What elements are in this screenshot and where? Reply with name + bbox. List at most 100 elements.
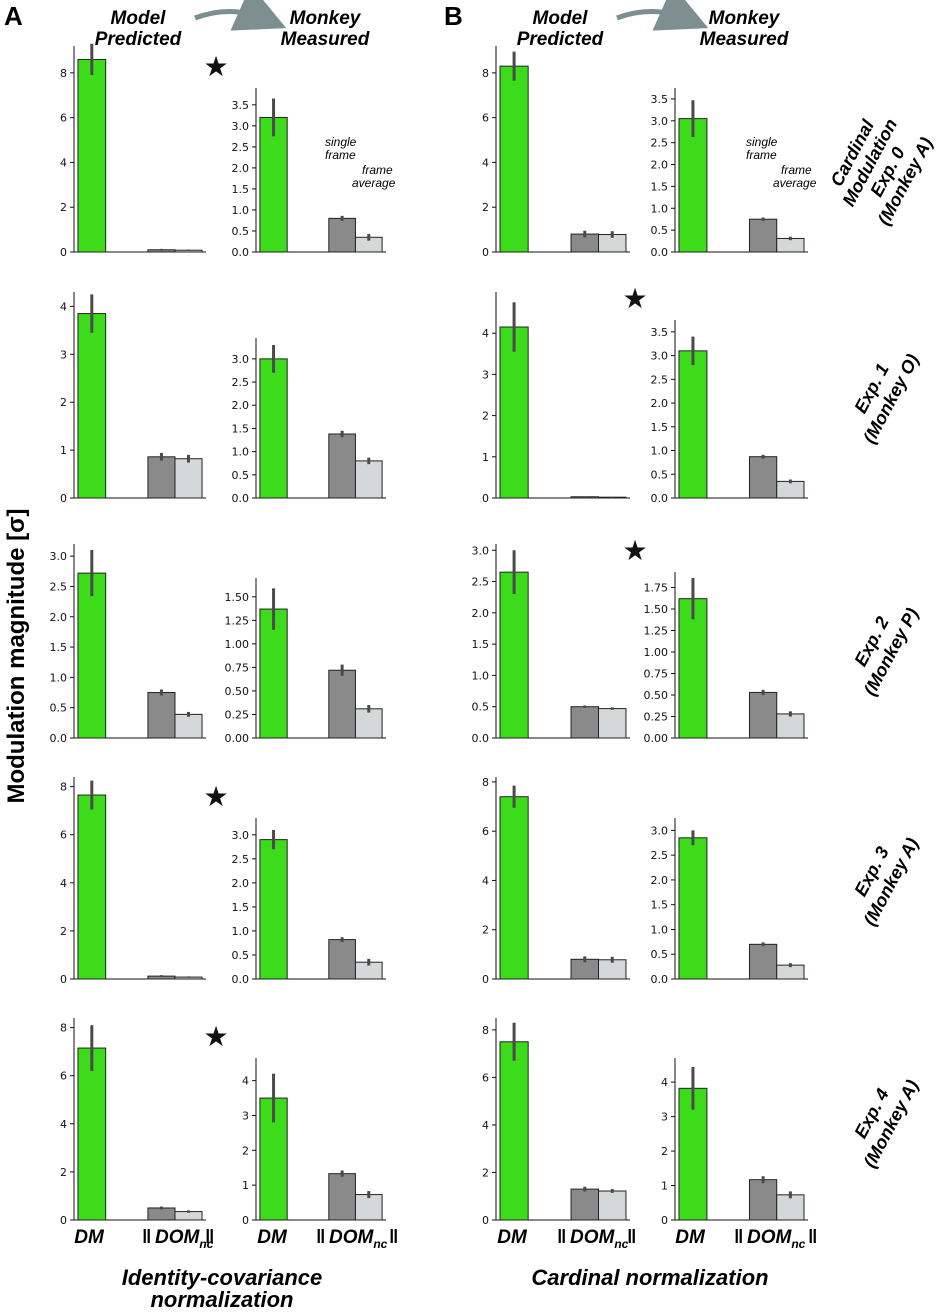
chart-b0-predicted-bar-dm	[499, 65, 529, 253]
chart-a4-measured-ytick-label-4: 4	[242, 1075, 249, 1088]
chart-a0-predicted-bar-dm	[77, 58, 107, 253]
header-a-predicted-line2: Predicted	[95, 29, 182, 50]
chart-b2-measured-ytick-label-5: 1.25	[644, 624, 669, 637]
chart-b1-predicted-ytick-label-4: 4	[482, 327, 489, 340]
chart-b1-measured-bar-dm	[678, 350, 708, 499]
chart-b4-measured: 0 1 2 3 4	[661, 1058, 808, 1227]
legend-a-single-line1: single	[325, 135, 357, 149]
chart-b1-measured-ytick-label-6: 3.0	[651, 350, 669, 363]
xcat-a1-norm-right: ‖	[205, 1227, 214, 1248]
chart-a2-predicted-ytick-label-4: 2.0	[50, 611, 68, 624]
row-label-2: Exp. 2 (Monkey P)	[850, 605, 922, 699]
chart-a4-measured-bar-dom-single	[328, 1173, 356, 1221]
chart-b2-measured-star-icon: ★	[622, 535, 647, 566]
chart-a2-predicted-ytick-label-0: 0.0	[50, 732, 68, 745]
row-label-3: Exp. 3 (Monkey A)	[850, 835, 922, 929]
chart-b2-predicted-ytick-label-2: 1.0	[472, 669, 490, 682]
chart-b1-predicted: 0 1 2 3 4	[482, 292, 630, 505]
chart-b4-measured-ytick-label-2: 2	[661, 1145, 668, 1158]
chart-a2-predicted-bar-dm	[77, 572, 107, 739]
chart-b3-measured-ytick-label-2: 1.0	[651, 923, 669, 936]
xcat-a2-dom-sub: nc	[373, 1237, 387, 1251]
chart-b4-predicted-ytick-label-0: 0	[482, 1214, 489, 1227]
chart-a2-predicted-bar-dom-single	[147, 692, 176, 739]
chart-a1-predicted-bar-dom-single	[147, 456, 176, 499]
chart-b4-predicted: 0 2 4 6 8	[482, 1018, 630, 1227]
chart-b2-measured-ytick-label-4: 1.00	[644, 646, 669, 659]
chart-a0-predicted-ytick-label-1: 2	[60, 201, 67, 214]
chart-b3-predicted-ytick-label-1: 2	[482, 924, 489, 937]
legend-b-single-line1: single	[746, 135, 778, 149]
panel-letter-a: A	[4, 1, 23, 31]
header-b-measured-line2: Measured	[700, 29, 789, 50]
chart-a3-predicted-bar-dm	[77, 794, 107, 980]
chart-b2-predicted-ytick-label-0: 0.0	[472, 732, 490, 745]
legend-a-average-line1: frame	[362, 163, 393, 177]
chart-a4-predicted: 0 2 4 6 8	[60, 1018, 206, 1227]
chart-b0-measured-ytick-label-1: 0.5	[651, 224, 669, 237]
chart-a0-measured-ytick-label-7: 3.5	[232, 99, 250, 112]
chart-a3-measured-star-icon: ★	[203, 781, 228, 812]
header-b-predicted-line2: Predicted	[517, 29, 604, 50]
chart-b1-measured-bar-dom-average	[776, 480, 805, 499]
chart-a2-measured-ytick-label-1: 0.25	[225, 708, 250, 721]
panel-letter-b: B	[444, 1, 463, 31]
chart-a0-predicted-ytick-label-4: 8	[60, 67, 67, 80]
chart-b3-predicted: 0 2 4 6 8	[482, 776, 630, 986]
chart-a1-predicted-ytick-label-1: 1	[60, 444, 67, 457]
chart-a2-predicted-ytick-label-3: 1.5	[50, 641, 68, 654]
chart-a4-measured-star-icon: ★	[203, 1021, 228, 1052]
chart-a1-measured-ytick-label-1: 0.5	[232, 469, 250, 482]
chart-a4-predicted-bar-dm	[77, 1047, 107, 1221]
xcat-b1-dom-sub: nc	[614, 1237, 628, 1251]
charts-group: 024680.00.51.01.52.02.53.03.5★012340.00.…	[50, 43, 808, 1227]
chart-a4-measured-ytick-label-0: 0	[242, 1214, 249, 1227]
chart-b3-measured-ytick-label-1: 0.5	[651, 948, 669, 961]
chart-b2-measured-ytick-label-7: 1.75	[644, 581, 669, 594]
xcat-b2-dom: DOMnc	[747, 1227, 806, 1251]
chart-b1-measured-ytick-label-7: 3.5	[651, 326, 669, 339]
legend-a-single-line2: frame	[325, 148, 356, 162]
chart-b4-predicted-ytick-label-4: 8	[482, 1024, 489, 1037]
xcat-a2-norm-right: ‖	[389, 1227, 398, 1248]
chart-b2-measured-ytick-label-2: 0.50	[644, 689, 669, 702]
chart-a4-predicted-ytick-label-3: 6	[60, 1070, 67, 1083]
chart-b4-measured-ytick-label-0: 0	[661, 1214, 668, 1227]
xcat-b2-norm-right: ‖	[808, 1227, 817, 1248]
chart-b1-measured-ytick-label-1: 0.5	[651, 468, 669, 481]
chart-a1-predicted-ytick-label-0: 0	[60, 492, 67, 505]
chart-a2-measured-ytick-label-4: 1.00	[225, 638, 250, 651]
chart-b0-measured-bar-dm	[678, 118, 708, 253]
chart-b0-measured-ytick-label-4: 2.0	[651, 159, 669, 172]
legend-b-average-line2: average	[773, 176, 817, 190]
chart-a0-measured-star-icon: ★	[203, 51, 228, 82]
chart-a0-measured: 0.0 0.5 1.0 1.5 2.0 2.5 3.0 3.5 ★	[203, 51, 386, 259]
chart-a0-predicted-ytick-label-0: 0	[60, 246, 67, 259]
footer-cardinal: Cardinal normalization	[531, 1265, 768, 1290]
xcat-a1-dom-sub: nc	[199, 1237, 213, 1251]
chart-a3-predicted-ytick-label-1: 2	[60, 925, 67, 938]
chart-a3-measured-ytick-label-4: 2.0	[232, 877, 250, 890]
xcat-a1-dm: DM	[74, 1227, 105, 1248]
chart-a3-predicted-ytick-label-0: 0	[60, 973, 67, 986]
chart-a1-measured-bar-dom-single	[328, 433, 356, 499]
chart-b3-predicted-ytick-label-3: 6	[482, 825, 489, 838]
header-b-predicted-line1: Model	[533, 8, 589, 29]
chart-b3-predicted-bar-dm	[499, 796, 529, 980]
chart-b2-predicted-bar-dom-average	[598, 708, 627, 739]
chart-b1-measured-ytick-label-3: 1.5	[651, 421, 669, 434]
chart-b1-measured: 0.0 0.5 1.0 1.5 2.0 2.5 3.0 3.5 ★	[622, 283, 808, 505]
chart-b2-measured-ytick-label-3: 0.75	[644, 667, 669, 680]
chart-a4-predicted-ytick-label-2: 4	[60, 1118, 67, 1131]
chart-b1-measured-bar-dom-single	[748, 456, 778, 499]
y-axis-label: Modulation magnitude [σ]	[3, 508, 30, 803]
chart-b1-predicted-ytick-label-0: 0	[482, 492, 489, 505]
chart-b2-predicted-ytick-label-6: 3.0	[472, 544, 490, 557]
chart-a2-measured-bar-dom-single	[328, 669, 356, 739]
xcat-b2-dom-main: DOM	[747, 1227, 793, 1248]
chart-b0-measured: 0.0 0.5 1.0 1.5 2.0 2.5 3.0 3.5	[651, 88, 808, 259]
chart-b1-predicted-ytick-label-1: 1	[482, 451, 489, 464]
chart-a4-measured-ytick-label-3: 3	[242, 1109, 249, 1122]
chart-b3-measured-ytick-label-6: 3.0	[651, 824, 669, 837]
